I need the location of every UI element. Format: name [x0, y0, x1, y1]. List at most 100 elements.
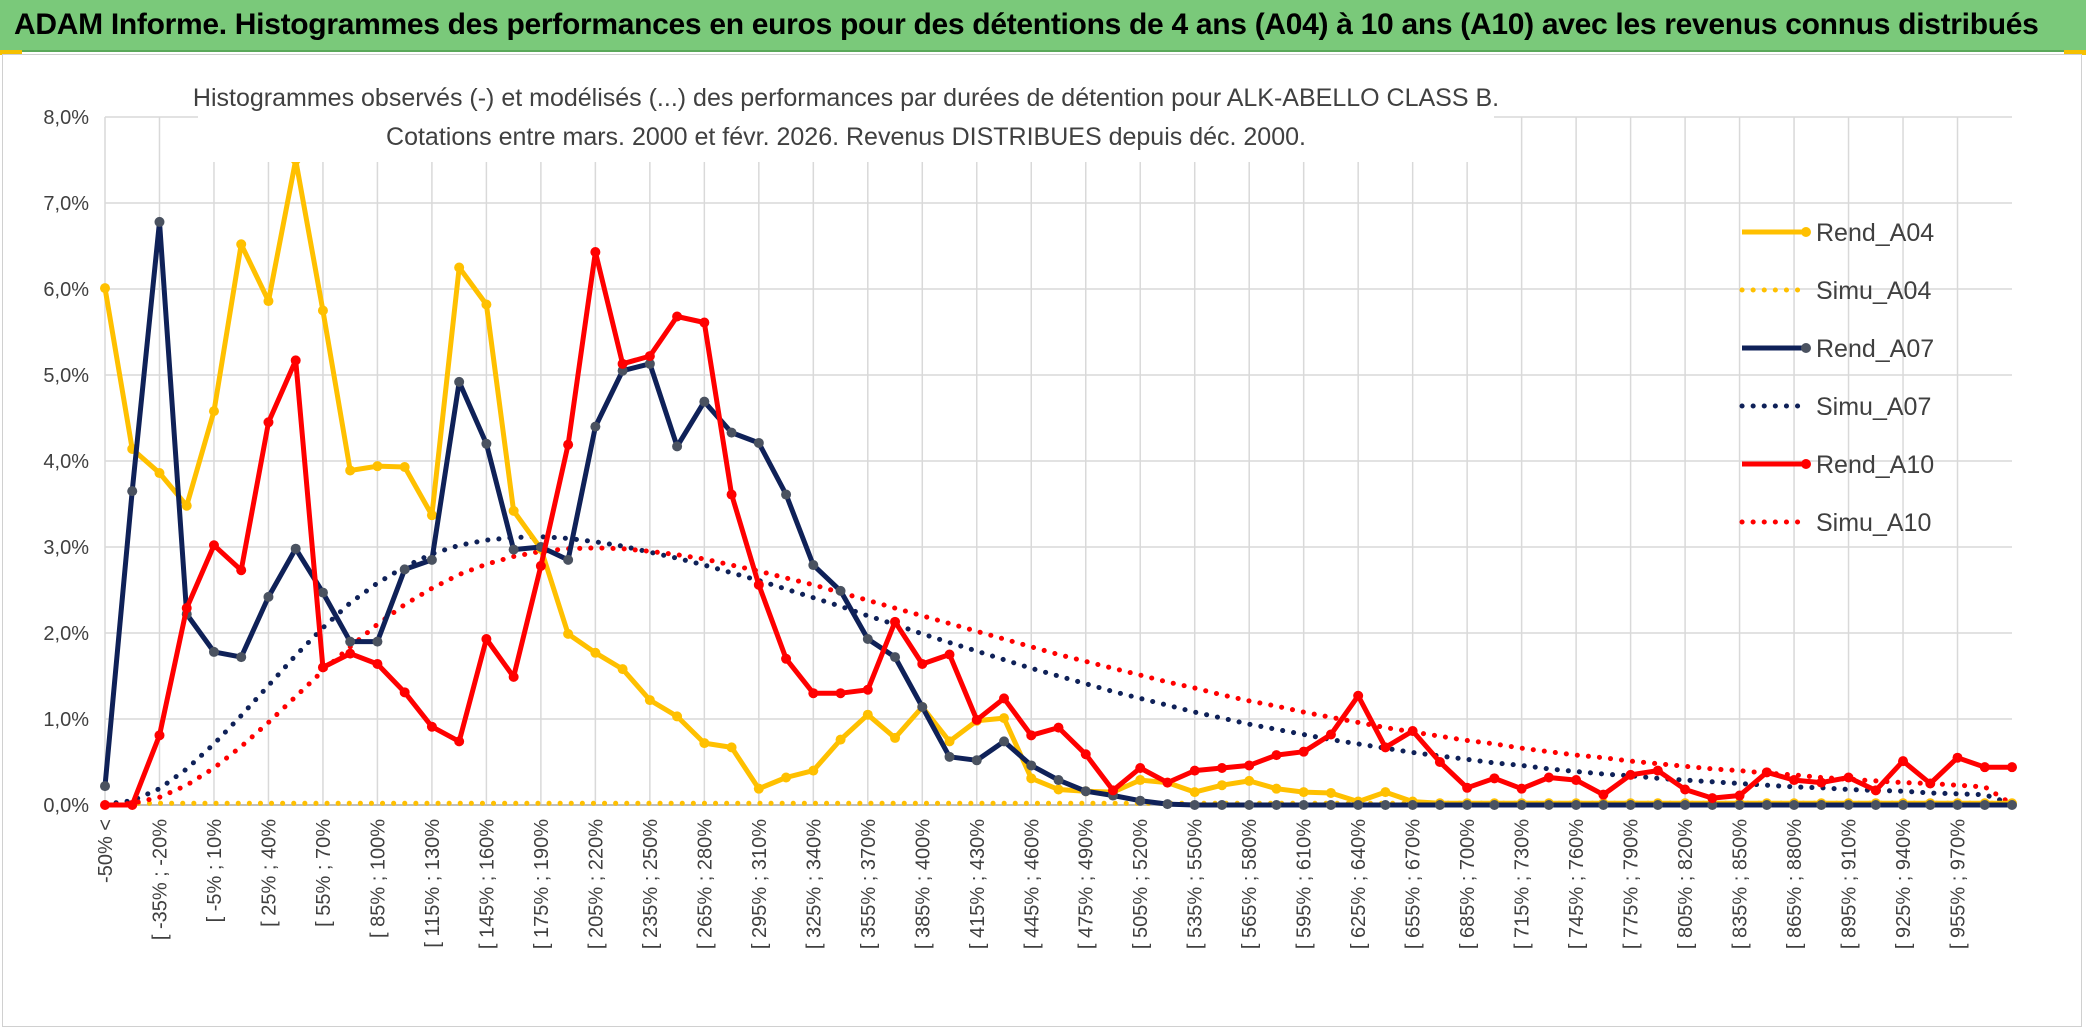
series-rend-a07-point	[753, 437, 764, 448]
series-rend-a07-point	[1734, 800, 1745, 810]
series-rend-a07-point	[290, 543, 301, 554]
series-rend-a04-point	[835, 734, 846, 745]
series-rend-a04-point	[1053, 784, 1064, 795]
series-rend-a07-point	[2007, 800, 2017, 810]
x-tick-label: [ 325% ; 340%	[803, 819, 825, 949]
series-rend-a07-point	[1652, 800, 1663, 810]
chart-title: Histogrammes observés (-) et modélisés (…	[193, 84, 1499, 112]
series-rend-a04-point	[1380, 787, 1391, 798]
series-rend-a04-point	[181, 500, 192, 511]
series-rend-a10-point	[1761, 767, 1772, 778]
series-rend-a04-point	[999, 713, 1010, 724]
series-rend-a10-point	[2007, 762, 2017, 773]
series-rend-a10-point	[1462, 782, 1473, 793]
series-rend-a10-point	[1107, 785, 1118, 796]
series-rend-a07-point	[999, 736, 1010, 747]
series-rend-a07-point	[508, 544, 519, 555]
series-rend-a04-point	[672, 711, 683, 722]
series-rend-a07-point	[1761, 800, 1772, 810]
series-rend-a10-point	[1189, 765, 1200, 776]
legend-label-simu-a04: Simu_A04	[1816, 277, 1931, 305]
series-rend-a10-point	[617, 358, 628, 369]
series-rend-a07-point	[1080, 786, 1091, 797]
series-rend-a10-point	[890, 616, 901, 627]
series-rend-a10-point	[1216, 763, 1227, 774]
series-rend-a10-point	[1053, 722, 1064, 733]
series-rend-a04-point	[481, 299, 492, 310]
series-rend-a10-point	[236, 565, 247, 576]
y-tick-label: 8,0%	[43, 107, 89, 129]
series-rend-a04-point	[753, 783, 764, 794]
series-rend-a10-point	[535, 560, 546, 571]
series-rend-a07-point	[672, 441, 683, 452]
series-rend-a07-point	[1353, 800, 1364, 810]
series-rend-a07-point	[944, 751, 955, 762]
series-rend-a07-point	[1298, 800, 1309, 810]
x-tick-label: -50% <	[95, 819, 117, 883]
series-rend-a07-point	[1598, 800, 1609, 810]
page-title: ADAM Informe. Histogrammes des performan…	[14, 8, 2039, 41]
series-rend-a07-point	[154, 216, 165, 227]
series-rend-a07-point	[862, 634, 873, 645]
y-tick-label: 7,0%	[43, 193, 89, 215]
series-rend-a07-point	[1843, 800, 1854, 810]
series-rend-a07-point	[1816, 800, 1827, 810]
x-tick-label: [ 535% ; 550%	[1185, 819, 1207, 949]
series-rend-a10-point	[1543, 772, 1554, 783]
series-rend-a04-point	[208, 406, 219, 417]
series-rend-a10-point	[154, 730, 165, 741]
series-rend-a07-point	[345, 636, 356, 647]
series-rend-a10-point	[1298, 746, 1309, 757]
series-rend-a10-point	[699, 317, 710, 328]
series-rend-a04-point	[644, 695, 655, 706]
x-tick-label: [ 505% ; 520%	[1130, 819, 1152, 949]
series-rend-a07-point	[1789, 800, 1800, 810]
series-rend-a10-point	[1816, 777, 1827, 788]
x-tick-label: [ 205% ; 220%	[585, 819, 607, 949]
series-rend-a04-point	[372, 461, 383, 472]
series-rend-a07-point	[1707, 800, 1718, 810]
y-tick-label: 1,0%	[43, 709, 89, 731]
series-simu-a07-line	[102, 534, 2015, 807]
series-rend-a10-point	[1407, 726, 1418, 737]
series-rend-a07-point	[399, 564, 410, 575]
legend-label-simu-a07: Simu_A07	[1816, 393, 1931, 421]
series-rend-a04-point	[890, 732, 901, 743]
series-rend-a04-point	[454, 262, 465, 273]
series-rend-a10-point	[181, 603, 192, 614]
series-rend-a07-point	[1026, 760, 1037, 771]
series-rend-a07-point	[781, 489, 792, 500]
series-rend-a07-point	[1543, 800, 1554, 810]
series-rend-a10-point	[1516, 783, 1527, 794]
series-rend-a10-point	[862, 684, 873, 695]
series-rend-a10-point	[208, 540, 219, 551]
series-rend-a10-point	[317, 662, 328, 673]
series-rend-a10-point	[1625, 769, 1636, 780]
series-rend-a10-point	[1325, 729, 1336, 740]
series-rend-a07-point	[317, 587, 328, 598]
series-rend-a07-point	[1325, 800, 1336, 810]
x-tick-label: [ 865% ; 880%	[1784, 819, 1806, 949]
series-rend-a07-point	[726, 427, 737, 438]
series-rend-a07-point	[1244, 800, 1255, 810]
legend-label-simu-a10: Simu_A10	[1816, 509, 1931, 537]
series-rend-a04-point	[726, 742, 737, 753]
series-rend-a07-point	[1407, 800, 1418, 810]
series-rend-a10-point	[508, 671, 519, 682]
series-rend-a10-point	[1870, 785, 1881, 796]
series-rend-a07-point	[590, 421, 601, 432]
series-rend-a04-line	[102, 157, 2012, 806]
series-rend-a07-point	[1625, 800, 1636, 810]
x-tick-label: [ 835% ; 850%	[1730, 819, 1752, 949]
x-tick-label: [ 415% ; 430%	[967, 819, 989, 949]
series-simu-a10-line	[102, 545, 2015, 808]
series-rend-a10-point	[1979, 762, 1990, 773]
series-rend-a07-point	[236, 652, 247, 663]
series-rend-a07-point	[208, 646, 219, 657]
series-rend-a07-point	[1380, 800, 1391, 810]
series-rend-a07-point	[563, 554, 574, 565]
series-rend-a10-point	[263, 417, 274, 428]
series-rend-a10-point	[944, 649, 955, 660]
x-tick-label: [ 145% ; 160%	[476, 819, 498, 949]
